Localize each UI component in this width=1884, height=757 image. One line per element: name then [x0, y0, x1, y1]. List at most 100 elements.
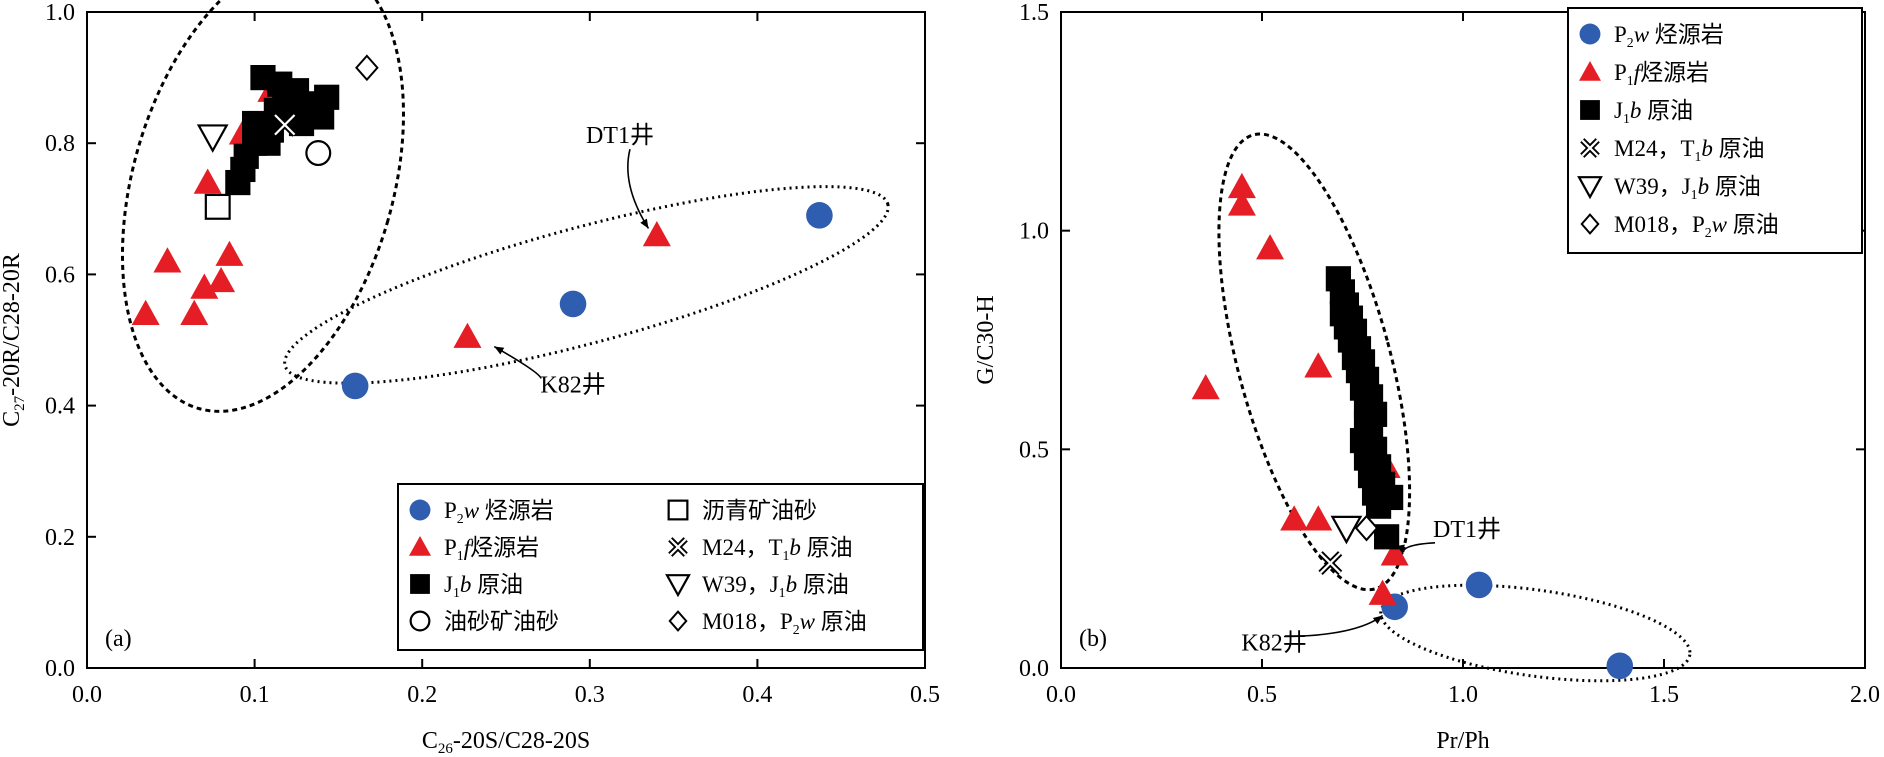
x-tick-label: 0.3	[575, 682, 605, 708]
data-point-triangle	[193, 168, 222, 194]
y-axis-label: C27-20R/C28-20R	[0, 253, 28, 427]
y-tick-label: 0.2	[45, 525, 75, 551]
data-point-triangle	[131, 299, 160, 325]
legend-box	[1567, 7, 1863, 254]
annotation-label: DT1井	[1433, 516, 1501, 543]
data-point-circle	[1606, 652, 1634, 680]
y-tick-label: 1.5	[1019, 0, 1049, 26]
data-point-triangle	[1227, 172, 1256, 199]
legend-label: M018，P2w 原油	[702, 609, 867, 637]
legend-marker-square	[1580, 100, 1600, 120]
legend-label: P1f烃源岩	[444, 535, 539, 563]
legend-label: M018，P2w 原油	[1614, 212, 1779, 240]
arrow-head	[494, 346, 505, 355]
data-point-triangle	[1191, 374, 1220, 400]
data-point-triangle	[153, 247, 182, 273]
x-tick-label: 1.0	[1448, 682, 1478, 708]
legend-label: 沥青矿油砂	[702, 498, 817, 523]
data-point-triangle	[1256, 234, 1285, 260]
legend-box	[397, 483, 924, 651]
y-tick-label: 0.0	[45, 656, 75, 682]
legend-label: J1b 原油	[1614, 98, 1693, 126]
panel-label: (b)	[1079, 626, 1107, 652]
grouping-ellipse	[283, 185, 890, 385]
data-point-open-square	[204, 193, 231, 220]
data-point-triangle	[1368, 579, 1397, 605]
y-tick-label: 0.0	[1019, 656, 1049, 682]
y-tick-label: 0.5	[1019, 437, 1049, 463]
plot-frame	[86, 11, 926, 669]
legend-marker-cross	[1580, 138, 1600, 158]
legend-label: P2w 烃源岩	[444, 498, 554, 526]
data-point-triangle	[207, 266, 236, 293]
legend-label: M24，T1b 原油	[702, 535, 853, 563]
grouping-ellipse	[120, 0, 405, 413]
x-tick-label: 0.0	[72, 682, 102, 708]
data-point-triangle	[215, 240, 244, 266]
data-point-down-triangle	[1330, 515, 1363, 545]
legend-marker-square	[410, 574, 430, 594]
data-point-triangle	[190, 273, 219, 299]
data-point-circle	[341, 372, 369, 400]
legend: P2w 烃源岩 P1f烃源岩 J1b 原油 M24，T1b 原油 W39，J1b 原油 M…	[1567, 7, 1863, 254]
y-tick-label: 0.4	[45, 394, 75, 420]
data-point-open-circle	[305, 140, 332, 167]
data-point-cross	[272, 112, 297, 137]
arrow-head	[1372, 615, 1383, 625]
data-point-triangle	[1227, 190, 1256, 216]
legend-marker-diamond	[668, 610, 688, 632]
arrow-head	[1397, 544, 1405, 555]
legend-label: W39，J1b 原油	[1614, 174, 1761, 202]
data-point-triangle	[180, 299, 209, 325]
chart-panel-b: 0.0 0.5 1.0 1.5 2.0 0.0 0.5 1.0 1.5 Pr/Ph G/C30-H (…	[973, 0, 1880, 754]
y-tick-label: 0.6	[45, 262, 75, 288]
x-tick-label: 1.5	[1649, 682, 1679, 708]
data-point-circle	[559, 290, 587, 318]
legend-marker-circle	[1579, 23, 1601, 45]
data-point-triangle	[1304, 505, 1333, 531]
legend-marker-open-circle	[409, 610, 431, 632]
annotation-arrow	[627, 149, 650, 229]
x-axis-label: C26-20S/C28-20S	[422, 728, 590, 757]
annotation-arrow	[1401, 542, 1436, 555]
legend-label: P2w 烃源岩	[1614, 22, 1724, 50]
data-point-circle	[806, 202, 833, 229]
data-point-triangle	[1304, 352, 1333, 378]
panel-label: (a)	[105, 626, 132, 652]
legend-marker-down-triangle	[665, 574, 691, 598]
data-point-triangle	[453, 322, 482, 348]
data-point-down-triangle	[196, 124, 229, 153]
data-point-triangle	[1280, 505, 1309, 531]
data-point-triangle	[642, 221, 671, 247]
data-point-cross	[1318, 551, 1343, 575]
legend-marker-cross	[668, 537, 688, 557]
data-point-circle	[1465, 571, 1493, 599]
data-point-diamond	[1354, 514, 1379, 542]
legend-marker-triangle	[1579, 61, 1601, 81]
y-tick-label: 1.0	[45, 0, 75, 26]
legend-marker-open-square	[667, 499, 689, 521]
legend-label: 油砂矿油砂	[444, 609, 559, 634]
y-tick-label: 0.8	[45, 131, 75, 157]
chart-panel-a: 0.0 0.1 0.2 0.3 0.4 0.5 0.0 0.2 0.4 0.6 0.8 1.0 C26-…	[0, 0, 940, 757]
data-point-square	[314, 84, 340, 110]
legend-marker-down-triangle	[1577, 176, 1603, 200]
data-point-square	[1374, 524, 1400, 550]
x-axis-label: Pr/Ph	[1436, 728, 1489, 754]
legend-label: W39，J1b 原油	[702, 572, 849, 600]
annotation-label: K82井	[540, 371, 605, 398]
x-tick-label: 0.5	[910, 682, 940, 708]
y-axis-label: G/C30-H	[973, 295, 999, 384]
legend-label: J1b 原油	[444, 572, 523, 600]
y-tick-label: 1.0	[1019, 219, 1049, 245]
data-point-square	[1365, 493, 1392, 519]
x-tick-label: 0.4	[742, 682, 772, 708]
x-tick-label: 0.0	[1046, 682, 1076, 708]
annotation-label: DT1井	[586, 122, 654, 149]
arrow-head	[640, 218, 649, 229]
x-tick-label: 0.5	[1247, 682, 1277, 708]
data-point-square	[267, 71, 293, 97]
legend-marker-diamond	[1580, 213, 1600, 235]
